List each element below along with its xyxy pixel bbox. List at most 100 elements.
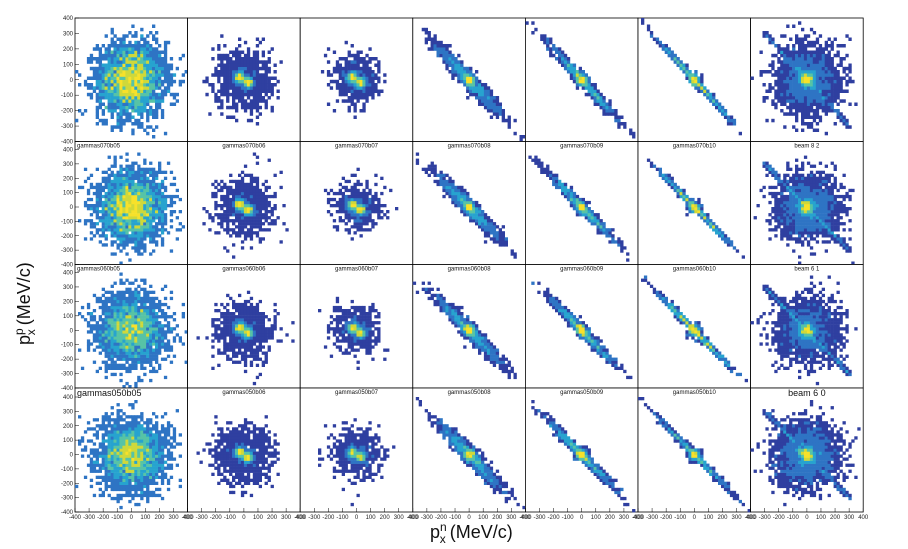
density-cell [803, 102, 808, 106]
density-cell [534, 155, 538, 159]
density-cell [155, 170, 159, 174]
density-cell [836, 109, 840, 113]
density-cell [240, 86, 245, 90]
density-cell [267, 50, 271, 54]
density-cell [783, 76, 787, 80]
density-cell [798, 228, 802, 232]
density-cell [359, 213, 363, 217]
density-cell [113, 155, 117, 159]
density-cell [362, 188, 366, 193]
density-cell [125, 57, 129, 61]
density-cell [128, 66, 132, 71]
density-cell [116, 204, 120, 208]
density-cell [137, 73, 141, 77]
density-cell [436, 179, 440, 184]
density-cell [466, 96, 470, 100]
density-cell [163, 312, 168, 316]
density-cell [475, 210, 479, 214]
density-cell [798, 50, 802, 54]
density-cell [113, 339, 117, 343]
density-cell [137, 284, 141, 288]
density-cell [587, 92, 591, 97]
density-cell [759, 70, 763, 74]
density-cell [128, 234, 132, 238]
density-cell [792, 231, 796, 235]
density-cell [457, 63, 461, 67]
density-cell [478, 204, 482, 208]
density-cell [220, 207, 224, 211]
density-cell [777, 179, 781, 184]
density-cell [104, 204, 108, 208]
density-cell [448, 179, 452, 184]
density-cell [395, 207, 399, 211]
density-cell [110, 345, 114, 349]
density-cell [347, 79, 351, 84]
density-cell [809, 122, 814, 126]
density-cell [258, 105, 262, 110]
density-cell [140, 167, 144, 171]
density-cell [232, 76, 236, 80]
density-cell [374, 204, 378, 208]
density-cell [489, 109, 494, 113]
density-cell [116, 200, 120, 205]
density-cell [617, 125, 621, 129]
density-cell [709, 225, 713, 229]
density-cell [783, 194, 787, 199]
density-cell [246, 200, 251, 205]
density-cell [125, 118, 129, 123]
density-cell [223, 86, 227, 90]
density-cell [329, 73, 334, 77]
density-cell [92, 207, 97, 211]
density-cell [815, 112, 820, 116]
density-cell [824, 225, 828, 229]
density-cell [445, 50, 449, 54]
density-cell [842, 70, 846, 74]
density-cell [137, 293, 141, 298]
density-cell [457, 79, 461, 84]
density-cell [670, 57, 674, 61]
panel-label: gammas070b10 [673, 144, 717, 150]
density-cell [347, 210, 351, 214]
density-cell [812, 99, 817, 103]
density-cell [146, 357, 150, 361]
density-cell [821, 204, 825, 208]
density-cell [768, 70, 772, 74]
density-cell [575, 79, 580, 84]
density-cell [128, 302, 132, 307]
density-cell [131, 99, 135, 103]
density-cell [152, 70, 156, 74]
density-cell [128, 182, 132, 187]
density-cell [134, 243, 138, 247]
density-cell [786, 231, 790, 235]
density-cell [795, 79, 799, 84]
density-cell [163, 53, 168, 58]
density-cell [252, 83, 257, 87]
density-cell [433, 164, 437, 168]
density-cell [152, 76, 156, 80]
density-cell [353, 191, 357, 196]
density-cell [765, 161, 769, 165]
density-cell [836, 237, 840, 241]
panel-2-1: gammas060b06 [187, 264, 301, 389]
density-cell [664, 173, 668, 177]
density-cell [448, 70, 452, 74]
density-cell [107, 345, 111, 349]
density-cell [801, 96, 805, 100]
density-cell [137, 228, 141, 232]
density-cell [383, 185, 387, 190]
density-cell [107, 318, 111, 322]
density-cell [166, 324, 171, 328]
density-cell [795, 105, 799, 110]
density-cell [801, 105, 805, 110]
density-cell [110, 105, 114, 110]
density-cell [801, 213, 805, 217]
density-cell [777, 66, 781, 71]
density-cell [158, 197, 162, 202]
density-cell [122, 345, 126, 349]
density-cell [341, 210, 345, 214]
density-cell [255, 188, 260, 193]
density-cell [86, 345, 91, 349]
panel-label: beam 8 2 [794, 144, 820, 150]
density-cell [448, 60, 452, 64]
density-cell [350, 204, 354, 208]
